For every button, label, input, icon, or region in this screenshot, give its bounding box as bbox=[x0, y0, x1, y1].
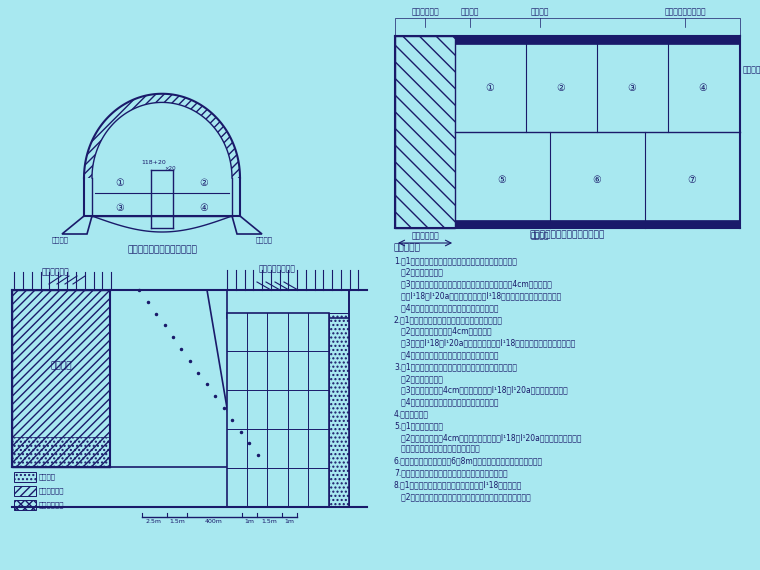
Bar bbox=[395, 36, 455, 228]
Text: 边墙基础: 边墙基础 bbox=[255, 236, 273, 243]
Text: 贯立I¹18和I¹20a锋轨或格栅锋轨及I¹18临时锋轨，并设置纵向锋杆，: 贯立I¹18和I¹20a锋轨或格栅锋轨及I¹18临时锋轨，并设置纵向锋杆， bbox=[394, 291, 561, 300]
Bar bbox=[329, 313, 349, 507]
Text: 1.5m: 1.5m bbox=[169, 519, 185, 524]
Text: 8.（1）根据监控测量结果分析，折除剩余I¹18临时锋轨，: 8.（1）根据监控测量结果分析，折除剩余I¹18临时锋轨， bbox=[394, 480, 522, 489]
Bar bbox=[14, 486, 36, 496]
Text: ③: ③ bbox=[116, 203, 125, 213]
Polygon shape bbox=[110, 290, 237, 467]
Text: 抱夸初期支护: 抱夸初期支护 bbox=[39, 502, 65, 508]
Bar bbox=[227, 290, 349, 318]
Bar bbox=[12, 290, 110, 467]
Text: 双侧壁导坑施工工序横断面图: 双侧壁导坑施工工序横断面图 bbox=[127, 245, 197, 254]
Text: 隆道模屢: 隆道模屢 bbox=[530, 7, 549, 16]
Text: 隆道模屢: 隆道模屢 bbox=[530, 231, 549, 240]
Text: （2）导坑周边部分初喷4cm厚混凝土，: （2）导坑周边部分初喷4cm厚混凝土， bbox=[394, 327, 492, 336]
Text: 边墙基础: 边墙基础 bbox=[52, 236, 68, 243]
Bar bbox=[395, 18, 740, 36]
Bar bbox=[14, 500, 36, 510]
Text: 施工工序：: 施工工序： bbox=[393, 243, 420, 252]
Bar bbox=[14, 472, 36, 482]
Text: 1m: 1m bbox=[244, 519, 254, 524]
Bar bbox=[455, 36, 740, 44]
Text: （3）导坑周边初喷4cm厚混凝土，贯立I¹18和I¹20a锋轨或格栅锋轨，: （3）导坑周边初喷4cm厚混凝土，贯立I¹18和I¹20a锋轨或格栅锋轨， bbox=[394, 386, 568, 395]
Text: 118+20: 118+20 bbox=[141, 161, 166, 165]
Bar bbox=[455, 220, 740, 228]
Text: 抱夸二次衔形: 抱夸二次衔形 bbox=[411, 231, 439, 240]
Bar bbox=[227, 313, 329, 507]
Text: 6.逐段拆除已完成二次衔形6～8m范围内双侧壁导坑临时锋轨单元，: 6.逐段拆除已完成二次衔形6～8m范围内双侧壁导坑临时锋轨单元， bbox=[394, 457, 543, 466]
Text: 二次衔形: 二次衔形 bbox=[50, 361, 71, 370]
Text: ×20: ×20 bbox=[164, 165, 176, 170]
Text: 2.（1）活动于工作面一个台阶距离，抄通工作面，: 2.（1）活动于工作面一个台阶距离，抄通工作面， bbox=[394, 315, 503, 324]
Text: （2）抄通工作面，: （2）抄通工作面， bbox=[394, 268, 443, 277]
Text: 400m: 400m bbox=[205, 519, 223, 524]
Text: 7.清洗底部件和隆道模屢（件和隆道模屢分次施作），: 7.清洗底部件和隆道模屢（件和隆道模屢分次施作）， bbox=[394, 469, 508, 478]
Text: （3）处理工作面周边的初期支护和临时支撑，并初喷4cm厚混凝土，: （3）处理工作面周边的初期支护和临时支撑，并初喷4cm厚混凝土， bbox=[394, 280, 552, 288]
Text: （4）按设计锋杆间距备喷混凝土至设计厚度。: （4）按设计锋杆间距备喷混凝土至设计厚度。 bbox=[394, 303, 499, 312]
Text: 1.5m: 1.5m bbox=[261, 519, 277, 524]
Text: 导坑抱部超前支护: 导坑抱部超前支护 bbox=[258, 264, 296, 273]
Text: （3）嵌长I¹18和I¹20a锋轨或格栅锋轨及I¹18临时锋轨，并设置纵向锋杆，: （3）嵌长I¹18和I¹20a锋轨或格栅锋轨及I¹18临时锋轨，并设置纵向锋杆， bbox=[394, 339, 575, 348]
Text: 边坦基础: 边坦基础 bbox=[461, 7, 480, 16]
Text: ①: ① bbox=[486, 83, 494, 93]
Text: 临时支护之层混凝土: 临时支护之层混凝土 bbox=[743, 66, 760, 75]
Text: 隆道模屢: 隆道模屢 bbox=[39, 474, 56, 481]
Text: （4）按设计锋杆间距备喷混凝土至设计厚度。: （4）按设计锋杆间距备喷混凝土至设计厚度。 bbox=[394, 351, 499, 360]
Text: ①: ① bbox=[116, 178, 125, 188]
Text: 5.（1）抄通工作面，: 5.（1）抄通工作面， bbox=[394, 421, 443, 430]
Text: 1m: 1m bbox=[284, 519, 294, 524]
Text: 2.5m: 2.5m bbox=[146, 519, 162, 524]
Text: 初期支护之层混凝土: 初期支护之层混凝土 bbox=[664, 7, 706, 16]
Text: （4）按设计锋杆间距备喷混凝土至设计厚度。: （4）按设计锋杆间距备喷混凝土至设计厚度。 bbox=[394, 398, 499, 406]
Bar bbox=[12, 437, 110, 467]
Text: ④: ④ bbox=[698, 83, 708, 93]
Text: ⑥: ⑥ bbox=[593, 175, 601, 185]
Text: 抱夸二次衔形: 抱夸二次衔形 bbox=[39, 488, 65, 494]
Text: （2）利用衔形台车一次性浇筑二次衔形（抱夸部可时施作）。: （2）利用衔形台车一次性浇筑二次衔形（抱夸部可时施作）。 bbox=[394, 492, 530, 501]
Text: ④: ④ bbox=[200, 203, 208, 213]
Text: 双侧壁导坑施工工序平面示意图: 双侧壁导坑施工工序平面示意图 bbox=[530, 230, 605, 239]
Text: （2）导坑底部初喷4cm厚混凝土，安设贯立I¹18和I¹20a锋轨或格栅锋轨将锋: （2）导坑底部初喷4cm厚混凝土，安设贯立I¹18和I¹20a锋轨或格栅锋轨将锋 bbox=[394, 433, 581, 442]
Text: ③: ③ bbox=[628, 83, 636, 93]
Text: 1.（1）利用上一循环已打好的纵向主筆作隆道超前支护，: 1.（1）利用上一循环已打好的纵向主筆作隆道超前支护， bbox=[394, 256, 517, 265]
Text: ②: ② bbox=[556, 83, 565, 93]
Text: ⑦: ⑦ bbox=[688, 175, 696, 185]
Text: 抱夸超前支护: 抱夸超前支护 bbox=[42, 267, 70, 276]
Text: 3.（1）利用上一循环已打好的纵向主筆作隆道超前支护，: 3.（1）利用上一循环已打好的纵向主筆作隆道超前支护， bbox=[394, 362, 517, 371]
Text: ②: ② bbox=[200, 178, 208, 188]
Text: 4.抄通工作面，: 4.抄通工作面， bbox=[394, 409, 429, 418]
Text: （2）开振工作面，: （2）开振工作面， bbox=[394, 374, 443, 383]
Text: 轨弯成圆环，备喷混凝土至设计厚度。: 轨弯成圆环，备喷混凝土至设计厚度。 bbox=[394, 445, 480, 454]
Text: ⑤: ⑤ bbox=[498, 175, 506, 185]
Text: 抱夸二次衔形: 抱夸二次衔形 bbox=[411, 7, 439, 16]
